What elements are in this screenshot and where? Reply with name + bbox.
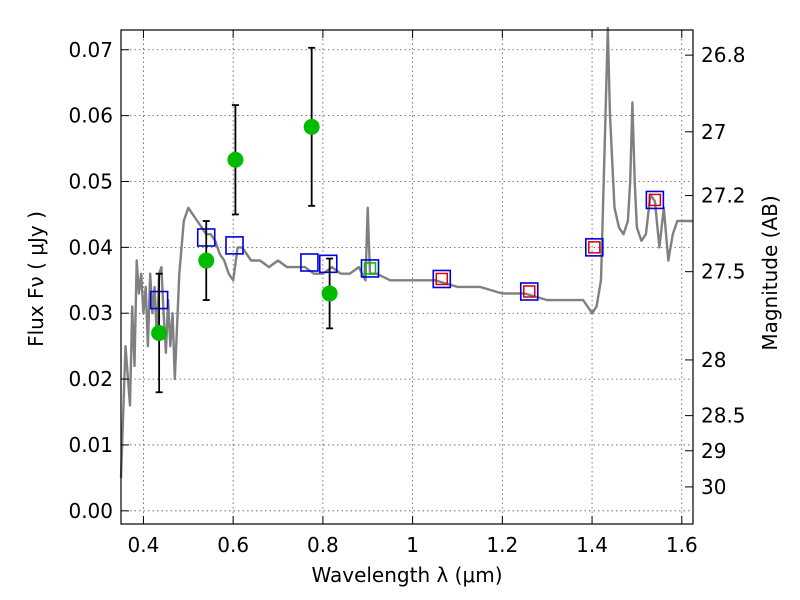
magnitude-tick-label: 30 (701, 475, 726, 499)
model-point-red-square (588, 241, 601, 254)
model-point-blue-square (300, 253, 319, 272)
plot-frame (120, 29, 694, 525)
axis-ticks: 0.4 0.6 0.8 1 1.2 1.4 1.6 0.00 0.01 0.02 0.03 0.04 0… (68, 30, 746, 557)
model-point-blue-square (645, 190, 665, 210)
magnitude-tick-label: 27.5 (701, 260, 746, 284)
x-axis-title: Wavelength λ (μm) (311, 563, 502, 587)
model-point-red-square (648, 193, 662, 207)
x-tick-label: 1.2 (486, 533, 518, 557)
observed-point (227, 151, 244, 168)
magnitude-tick-label: 27.2 (701, 184, 746, 208)
model-point-green-square (363, 262, 377, 275)
photometry-markers (149, 46, 665, 394)
x-tick-label: 1 (406, 533, 419, 557)
observed-point (151, 324, 168, 341)
y-axis-title: Flux Fν ( μJy ) (24, 211, 48, 347)
magnitude-tick-label: 26.8 (701, 43, 746, 67)
y-tick-label: 0.05 (68, 169, 113, 193)
magnitude-tick-label: 28 (701, 348, 726, 372)
model-point-blue-square (519, 282, 539, 301)
x-tick-label: 1.4 (576, 533, 608, 557)
model-point-red-square (523, 285, 536, 298)
magnitude-axis-title: Magnitude (AB) (758, 195, 782, 350)
y-tick-label: 0.03 (68, 301, 113, 325)
y-tick-label: 0.04 (68, 235, 113, 259)
x-tick-label: 0.8 (307, 533, 339, 557)
magnitude-tick-label: 27 (701, 120, 726, 144)
y-tick-label: 0.00 (68, 499, 113, 523)
observed-point (321, 285, 338, 302)
magnitude-tick-label: 29 (701, 439, 726, 463)
model-point-blue-square (432, 269, 452, 289)
model-point-red-square (435, 272, 449, 286)
y-tick-label: 0.02 (68, 367, 113, 391)
x-tick-label: 0.4 (128, 533, 160, 557)
model-point-blue-square (318, 254, 338, 274)
x-tick-label: 1.6 (666, 533, 698, 557)
model-point-blue-square (225, 236, 244, 255)
y-tick-label: 0.06 (68, 104, 113, 128)
y-tick-label: 0.01 (68, 433, 113, 457)
x-tick-label: 0.6 (217, 533, 249, 557)
model-point-blue-square (360, 259, 380, 278)
observed-point (303, 118, 320, 135)
observed-point (198, 252, 215, 269)
magnitude-tick-label: 28.5 (701, 404, 746, 428)
model-point-blue-square (585, 238, 604, 257)
y-tick-label: 0.07 (68, 38, 113, 62)
